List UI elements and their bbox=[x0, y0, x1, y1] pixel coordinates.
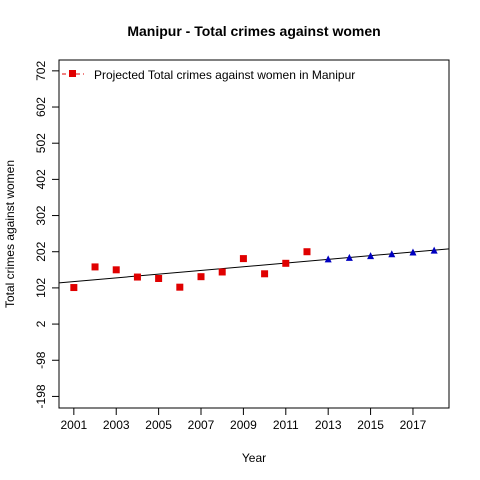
x-tick-label: 2013 bbox=[315, 418, 342, 432]
data-point bbox=[261, 270, 269, 278]
x-tick-label: 2009 bbox=[230, 418, 257, 432]
x-tick-label: 2011 bbox=[273, 418, 299, 432]
data-point bbox=[112, 266, 120, 274]
x-tick-label: 2017 bbox=[400, 418, 427, 432]
y-tick-label: 102 bbox=[34, 278, 48, 298]
y-tick-label: 502 bbox=[34, 133, 48, 153]
y-tick-label: 402 bbox=[34, 169, 48, 189]
y-tick-label: -198 bbox=[34, 384, 48, 408]
data-point bbox=[133, 273, 141, 281]
x-tick-label: 2007 bbox=[188, 418, 215, 432]
y-tick-label: 602 bbox=[34, 97, 48, 117]
legend: Projected Total crimes against women in … bbox=[62, 68, 355, 82]
legend-marker bbox=[69, 70, 76, 77]
plot-frame bbox=[58, 59, 450, 409]
data-point bbox=[218, 268, 226, 276]
projected-point bbox=[324, 255, 332, 263]
y-tick-label: 202 bbox=[34, 241, 48, 261]
data-point bbox=[155, 274, 163, 282]
data-point bbox=[239, 255, 247, 263]
y-tick-label: 702 bbox=[34, 61, 48, 81]
legend-text: Projected Total crimes against women in … bbox=[94, 68, 355, 82]
data-point bbox=[282, 259, 290, 267]
projected-point bbox=[367, 252, 375, 260]
x-tick-label: 2003 bbox=[103, 418, 130, 432]
chart-title: Manipur - Total crimes against women bbox=[127, 23, 380, 39]
y-axis-label: Total crimes against women bbox=[3, 160, 17, 308]
trend-line bbox=[58, 248, 450, 284]
projected-point bbox=[345, 253, 353, 261]
data-point bbox=[176, 283, 184, 291]
data-point bbox=[197, 273, 205, 281]
x-axis-label: Year bbox=[242, 451, 266, 465]
y-tick-label: -98 bbox=[34, 351, 48, 369]
y-tick-label: 2 bbox=[34, 320, 48, 327]
data-point bbox=[70, 284, 78, 292]
projected-point bbox=[388, 250, 396, 258]
projected-point bbox=[430, 246, 438, 254]
x-tick-label: 2001 bbox=[60, 418, 87, 432]
x-tick-label: 2005 bbox=[145, 418, 172, 432]
data-point bbox=[303, 248, 311, 256]
projected-point bbox=[409, 248, 417, 256]
x-tick-label: 2015 bbox=[357, 418, 384, 432]
y-tick-label: 302 bbox=[34, 205, 48, 225]
data-point bbox=[91, 263, 99, 271]
